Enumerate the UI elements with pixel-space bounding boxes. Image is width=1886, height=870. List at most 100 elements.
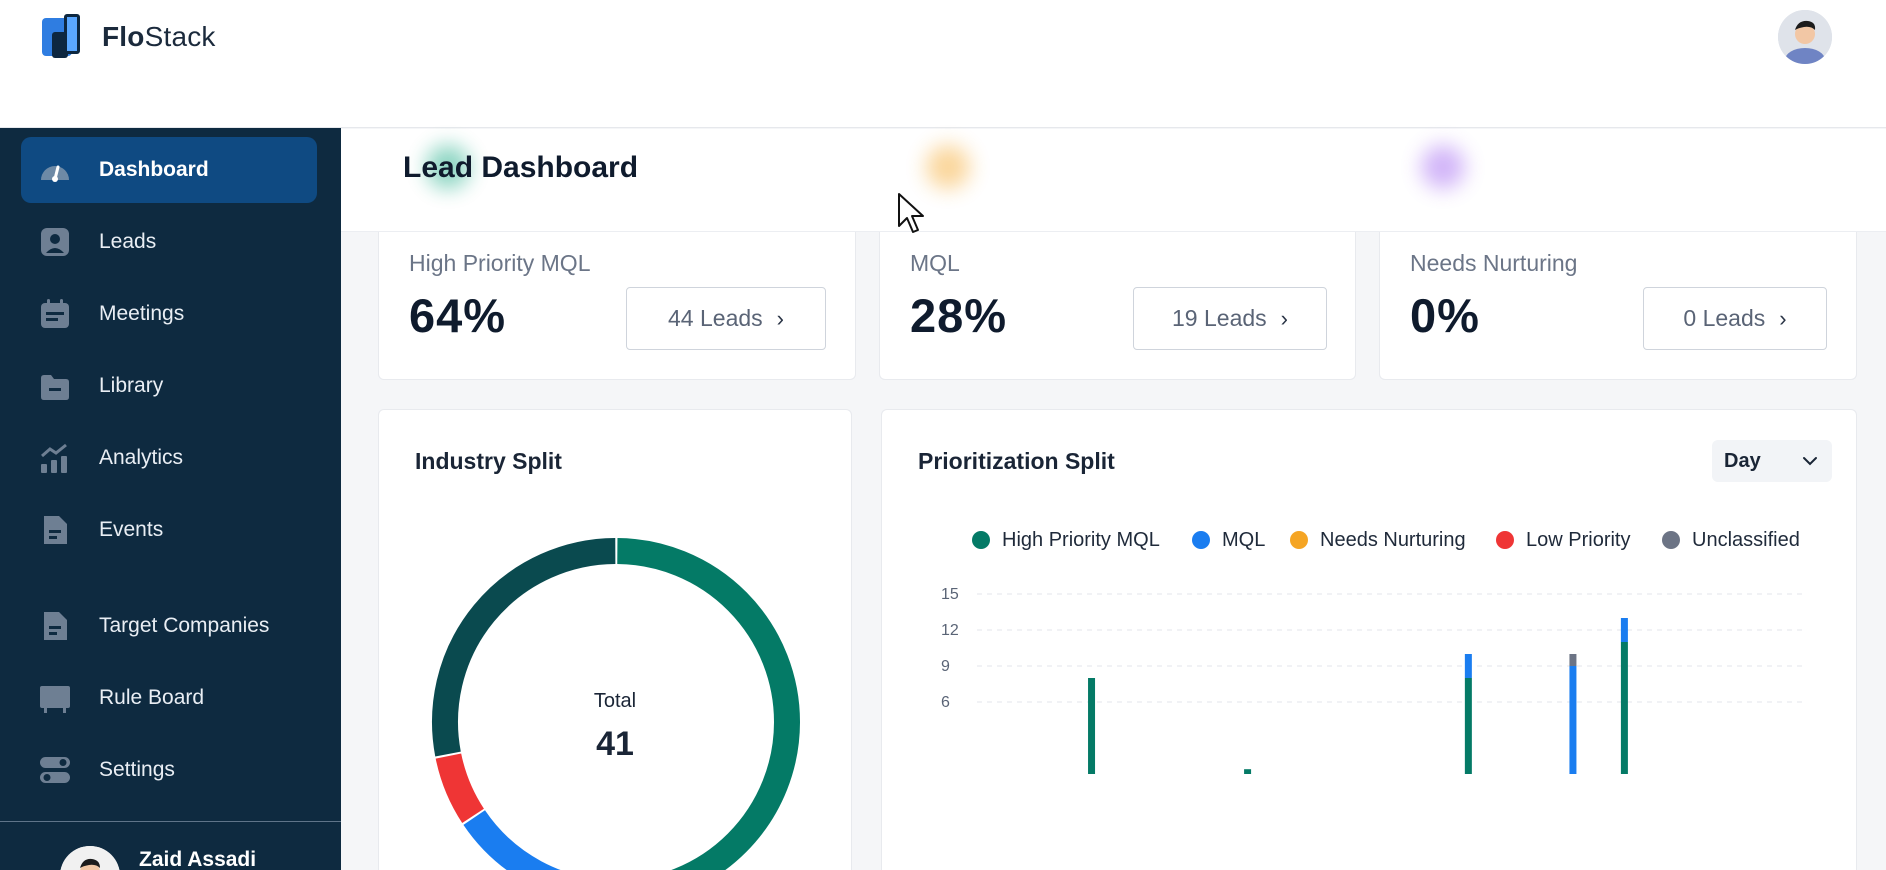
stat-label: Needs Nurturing (1410, 250, 1578, 276)
industry-split-panel: Industry Split Total 41 (378, 409, 852, 870)
avatar-icon (1778, 10, 1832, 64)
bar-segment[interactable] (1088, 678, 1096, 774)
brand-name: FloStack (102, 21, 216, 52)
prioritization-split-panel: Prioritization Split Day High Priority M… (881, 409, 1857, 870)
sidebar-item-rule-board[interactable]: Rule Board (21, 665, 317, 731)
gauge-icon (41, 165, 69, 182)
sidebar-item-label: Dashboard (99, 158, 209, 181)
user-icon (41, 228, 69, 256)
chevron-right-icon: › (1779, 305, 1787, 331)
sidebar-item-label: Meetings (99, 302, 185, 325)
sidebar-item-target-companies[interactable]: Target Companies (21, 593, 317, 659)
sidebar-item-events[interactable]: Events (21, 497, 317, 563)
bar-segment[interactable] (1620, 618, 1628, 642)
document-icon (44, 516, 67, 544)
y-tick-label: 9 (941, 658, 950, 675)
avatar-icon (60, 846, 120, 870)
stat-value: 64% (409, 289, 507, 342)
sidebar-item-label: Leads (99, 230, 157, 253)
legend-dot (1496, 531, 1514, 549)
user-avatar[interactable] (60, 846, 120, 870)
sidebar-item-label: Target Companies (99, 614, 270, 637)
donut-slice-2[interactable] (435, 753, 485, 823)
ghost-icon (926, 145, 970, 189)
legend-needs-nurturing[interactable]: Needs Nurturing (1290, 527, 1466, 553)
donut-slice-3[interactable] (432, 538, 616, 757)
button-label: 44 Leads (668, 305, 763, 331)
bar-segment[interactable] (1244, 769, 1252, 774)
donut-slice-0[interactable] (617, 538, 801, 870)
sidebar-item-library[interactable]: Library (21, 353, 317, 419)
page-title: Lead Dashboard (403, 151, 639, 184)
board-icon (40, 686, 70, 713)
legend-dot (1662, 531, 1680, 549)
brand-logo[interactable]: FloStack (42, 14, 216, 60)
view-leads-button[interactable]: 19 Leads › (1133, 287, 1327, 350)
sidebar: Dashboard Leads Meetings Library Analyti… (0, 128, 341, 870)
sidebar-item-label: Analytics (99, 446, 184, 469)
document-icon (44, 612, 67, 640)
panel-title: Prioritization Split (918, 448, 1115, 474)
donut-slice-1[interactable] (463, 810, 614, 870)
bar-segment[interactable] (1464, 654, 1472, 678)
legend-label: Low Priority (1526, 528, 1631, 551)
industry-donut-chart (432, 538, 801, 870)
button-label: 0 Leads (1683, 305, 1766, 331)
bar-segment[interactable] (1464, 678, 1472, 774)
stat-value: 0% (1410, 289, 1480, 342)
user-name: Zaid Assadi (139, 848, 257, 870)
top-bar: FloStack (0, 0, 1886, 128)
chevron-down-icon (1803, 457, 1817, 466)
legend-low-priority[interactable]: Low Priority (1496, 527, 1630, 553)
legend-high-priority-mql[interactable]: High Priority MQL (972, 527, 1160, 553)
sidebar-item-label: Events (99, 518, 164, 541)
y-tick-label: 15 (941, 586, 959, 603)
stat-card-mql: MQL 28% 19 Leads › (879, 232, 1356, 380)
legend-label: High Priority MQL (1002, 528, 1160, 551)
sidebar-item-dashboard[interactable]: Dashboard (21, 137, 317, 203)
page-header: Lead Dashboard (341, 129, 1886, 232)
legend-mql[interactable]: MQL (1192, 527, 1265, 553)
sidebar-item-label: Settings (99, 758, 175, 781)
donut-total-value: 41 (596, 725, 634, 763)
sidebar-item-settings[interactable]: Settings (21, 737, 317, 803)
ghost-icon (1421, 145, 1465, 189)
view-leads-button[interactable]: 0 Leads › (1643, 287, 1827, 350)
sidebar-item-leads[interactable]: Leads (21, 209, 317, 275)
stat-value: 28% (910, 289, 1008, 342)
legend-dot (1290, 531, 1308, 549)
chevron-right-icon: › (776, 305, 784, 331)
legend-label: Unclassified (1692, 528, 1800, 551)
logo-mark-icon (42, 14, 88, 60)
legend-label: Needs Nurturing (1320, 528, 1466, 551)
legend-unclassified[interactable]: Unclassified (1662, 527, 1800, 553)
bar-segment[interactable] (1620, 642, 1628, 774)
sidebar-item-analytics[interactable]: Analytics (21, 425, 317, 491)
toggle-icon (40, 757, 70, 783)
y-tick-label: 12 (941, 622, 959, 639)
y-tick-label: 6 (941, 694, 950, 711)
stat-card-needs-nurturing: Needs Nurturing 0% 0 Leads › (1379, 232, 1857, 380)
chevron-right-icon: › (1280, 305, 1288, 331)
bar-segment[interactable] (1569, 654, 1577, 666)
stat-card-high-priority-mql: High Priority MQL 64% 44 Leads › (378, 232, 856, 380)
legend-dot (972, 531, 990, 549)
period-select[interactable]: Day (1712, 440, 1832, 482)
sidebar-divider (0, 821, 341, 822)
bar-segment[interactable] (1569, 666, 1577, 774)
button-label: 19 Leads (1172, 305, 1267, 331)
view-leads-button[interactable]: 44 Leads › (626, 287, 826, 350)
sidebar-item-meetings[interactable]: Meetings (21, 281, 317, 347)
panel-title: Industry Split (415, 448, 562, 474)
legend-dot (1192, 531, 1210, 549)
donut-total-label: Total (593, 690, 637, 712)
sidebar-item-label: Library (99, 374, 164, 397)
legend-label: MQL (1222, 528, 1266, 551)
profile-avatar[interactable] (1778, 10, 1832, 64)
prioritization-bar-chart: 15 12 9 6 (941, 586, 1807, 774)
calendar-icon (41, 299, 69, 328)
stat-label: High Priority MQL (409, 250, 591, 276)
mouse-cursor-icon (898, 193, 924, 233)
folder-icon (41, 375, 69, 400)
stat-label: MQL (910, 250, 960, 276)
